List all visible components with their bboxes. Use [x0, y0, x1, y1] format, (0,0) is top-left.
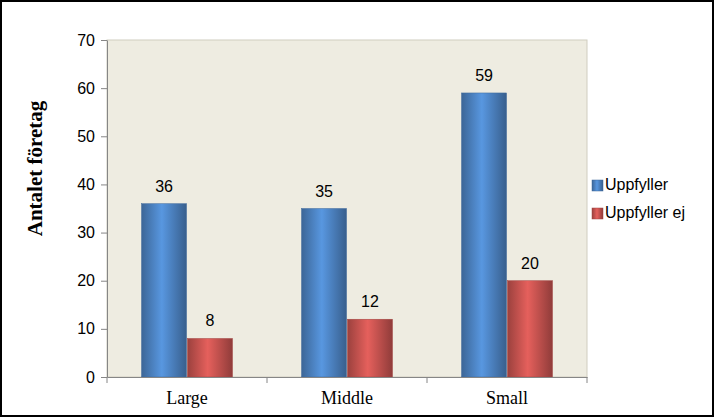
y-tick-label: 70: [77, 32, 95, 49]
bar: [302, 209, 347, 378]
x-tick-label: Small: [486, 388, 528, 408]
bar: [507, 281, 552, 377]
y-tick-mark: [101, 377, 107, 378]
x-separator: [587, 377, 588, 383]
y-tick-mark: [101, 329, 107, 330]
data-label: 8: [206, 312, 215, 329]
data-label: 20: [521, 255, 539, 272]
y-tick-mark: [101, 40, 107, 41]
data-label: 12: [361, 293, 379, 310]
bar: [187, 338, 232, 377]
legend: Uppfyller Uppfyller ej: [592, 176, 685, 221]
x-axis: Large Middle Small: [108, 377, 588, 408]
chart-svg: 0 10 20 30 40 50 60 70 Large Middle Small 36 35 59 8 12…: [0, 0, 714, 417]
chart-frame: [1, 1, 713, 416]
y-tick-label: 40: [77, 176, 95, 193]
data-label: 36: [155, 178, 173, 195]
legend-label: Uppfyller: [605, 176, 669, 193]
legend-swatch: [592, 180, 603, 191]
x-tick: Large: [166, 377, 208, 408]
x-tick-label: Large: [166, 388, 208, 408]
y-tick: 30: [77, 224, 107, 241]
y-tick-label: 10: [77, 320, 95, 337]
x-tick: Middle: [321, 377, 373, 408]
y-axis: 0 10 20 30 40 50 60 70: [77, 32, 107, 386]
legend-swatch: [592, 208, 603, 219]
plot-area: [107, 40, 587, 377]
y-tick-mark: [101, 136, 107, 137]
y-tick-mark: [101, 184, 107, 185]
y-tick: 40: [77, 176, 107, 193]
y-tick: 0: [86, 369, 107, 386]
y-tick-mark: [101, 233, 107, 234]
y-tick: 10: [77, 320, 107, 337]
bar: [462, 93, 507, 377]
y-tick-label: 0: [86, 369, 95, 386]
bars: [142, 93, 553, 377]
y-tick: 60: [77, 80, 107, 97]
x-tick-label: Middle: [321, 388, 373, 408]
legend-label: Uppfyller ej: [605, 204, 685, 221]
y-tick-label: 20: [77, 272, 95, 289]
y-tick: 20: [77, 272, 107, 289]
y-axis-title: Antalet företag: [23, 100, 47, 236]
chart-container: 0 10 20 30 40 50 60 70 Large Middle Small 36 35 59 8 12…: [0, 0, 714, 417]
y-tick-label: 60: [77, 80, 95, 97]
y-tick: 70: [77, 32, 107, 49]
bar: [142, 204, 187, 377]
y-tick: 50: [77, 128, 107, 145]
bar: [347, 319, 392, 377]
x-separator: [107, 377, 108, 383]
x-tick: Small: [486, 377, 528, 408]
y-tick-mark: [101, 281, 107, 282]
x-separator: [427, 377, 428, 383]
data-label: 59: [475, 67, 493, 84]
x-axis-line: [108, 377, 588, 378]
data-label: 35: [315, 183, 333, 200]
data-labels: 36 35 59 8 12 20: [155, 67, 539, 330]
y-axis-line: [107, 41, 108, 378]
y-tick-label: 50: [77, 128, 95, 145]
x-separator: [267, 377, 268, 383]
y-tick-mark: [101, 88, 107, 89]
y-tick-label: 30: [77, 224, 95, 241]
